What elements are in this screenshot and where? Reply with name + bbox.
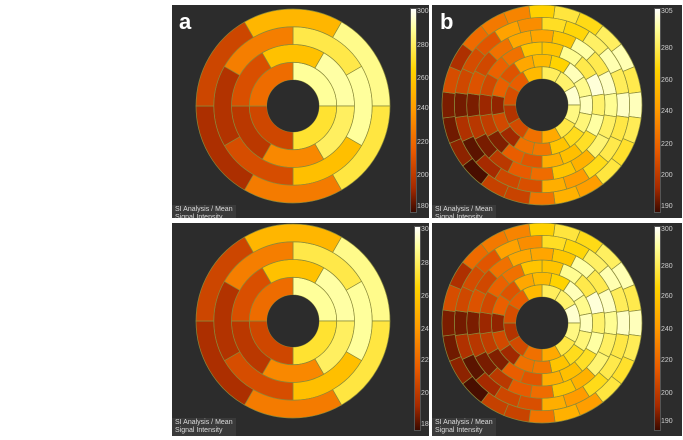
- bullseye-plot: [195, 223, 391, 419]
- bullseye-center: [267, 80, 319, 132]
- bullseye-segment: [603, 310, 618, 336]
- colorbar-tick: 220: [417, 139, 429, 146]
- caption-line-2: Signal Intensity: [435, 214, 483, 218]
- colorbar-tick: 200: [661, 390, 673, 397]
- colorbar: [414, 226, 421, 431]
- bullseye-center: [516, 297, 568, 349]
- colorbar-tick: 280: [421, 260, 429, 267]
- panel-b-bottom: SI Analysis / Mean Signal Intensity 300 …: [432, 223, 682, 436]
- bullseye-segment: [529, 166, 555, 181]
- colorbar-tick: 260: [421, 293, 429, 300]
- colorbar-tick: 300: [417, 8, 429, 15]
- caption-si-analysis: SI Analysis / Mean Signal Intensity: [432, 418, 496, 436]
- colorbar-tick: 220: [421, 357, 429, 364]
- bullseye-segment: [441, 91, 456, 119]
- colorbar-tick: 305: [661, 8, 673, 15]
- bullseye-center: [267, 295, 319, 347]
- bullseye-segment: [466, 310, 481, 336]
- colorbar-tick: 280: [661, 45, 673, 52]
- caption-line-1: SI Analysis / Mean: [435, 206, 493, 213]
- bullseye-segment: [591, 311, 606, 335]
- bullseye-segment: [528, 191, 556, 206]
- colorbar: [410, 8, 417, 213]
- bullseye-plot: [441, 223, 643, 424]
- colorbar-tick: 180: [421, 421, 429, 428]
- bullseye-segment: [466, 92, 481, 118]
- bullseye-segment: [441, 309, 456, 337]
- bullseye-segment: [579, 312, 594, 334]
- bullseye-segment: [531, 53, 553, 68]
- colorbar-tick: 190: [661, 418, 673, 425]
- colorbar-tick: 260: [661, 293, 673, 300]
- colorbar-tick: 240: [661, 326, 673, 333]
- caption-si-analysis: SI Analysis / Mean Signal Intensity: [172, 205, 236, 218]
- bullseye-segment: [616, 310, 631, 336]
- bullseye-segment: [628, 309, 643, 337]
- bullseye-segment: [490, 94, 505, 116]
- colorbar-tick: 180: [417, 203, 429, 210]
- bullseye-segment: [528, 5, 556, 19]
- caption-line-2: Signal Intensity: [175, 427, 223, 434]
- bullseye-segment: [529, 247, 555, 262]
- bullseye-segment: [529, 29, 555, 44]
- bullseye-segment: [490, 312, 505, 334]
- bullseye-segment: [453, 92, 468, 118]
- caption-line-1: SI Analysis / Mean: [435, 419, 493, 426]
- colorbar-tick: 280: [661, 263, 673, 270]
- bullseye-segment: [603, 92, 618, 118]
- bullseye-segment: [579, 94, 594, 116]
- colorbar-tick: 300: [421, 226, 429, 233]
- colorbar-tick: 240: [661, 108, 673, 115]
- colorbar-tick: 200: [417, 172, 429, 179]
- colorbar: [654, 8, 661, 213]
- bullseye-segment: [628, 91, 643, 119]
- panel-label-b: b: [440, 9, 454, 34]
- colorbar-tick: 240: [421, 326, 429, 333]
- bullseye-segment: [244, 223, 342, 253]
- caption-si-analysis: SI Analysis / Mean Signal Intensity: [172, 418, 236, 436]
- panel-label-a: a: [179, 9, 192, 34]
- bullseye-segment: [591, 93, 606, 117]
- caption-si-analysis: SI Analysis / Mean Signal Intensity: [432, 205, 496, 218]
- colorbar-tick: 220: [661, 357, 673, 364]
- colorbar: [654, 226, 661, 431]
- colorbar-tick: 260: [417, 75, 429, 82]
- colorbar-tick: 240: [417, 105, 429, 112]
- colorbar-tick: 260: [661, 77, 673, 84]
- panel-a-top: a SI Analysis / Mean Signal Intensity 30…: [172, 5, 429, 218]
- bullseye-plot: [195, 8, 391, 204]
- bullseye-segment: [616, 92, 631, 118]
- bullseye-segment: [478, 311, 493, 335]
- colorbar-tick: 190: [661, 203, 673, 210]
- colorbar-tick: 220: [661, 141, 673, 148]
- bullseye-center: [516, 79, 568, 131]
- caption-line-1: SI Analysis / Mean: [175, 206, 233, 213]
- colorbar-tick: 280: [417, 42, 429, 49]
- colorbar-tick: 200: [661, 172, 673, 179]
- panel-a-bottom: SI Analysis / Mean Signal Intensity 300 …: [172, 223, 429, 436]
- bullseye-segment: [453, 310, 468, 336]
- bullseye-segment: [531, 142, 553, 157]
- panel-b-top: b SI Analysis / Mean Signal Intensity 30…: [432, 5, 682, 218]
- caption-line-2: Signal Intensity: [435, 427, 483, 434]
- caption-line-1: SI Analysis / Mean: [175, 419, 233, 426]
- bullseye-segment: [244, 8, 342, 38]
- bullseye-segment: [531, 271, 553, 286]
- colorbar-tick: 300: [661, 226, 673, 233]
- bullseye-plot: [441, 5, 643, 206]
- bullseye-segment: [528, 409, 556, 424]
- bullseye-segment: [528, 223, 556, 237]
- bullseye-segment: [531, 360, 553, 375]
- bullseye-segment: [529, 384, 555, 399]
- bullseye-segment: [478, 93, 493, 117]
- caption-line-2: Signal Intensity: [175, 214, 223, 218]
- colorbar-tick: 200: [421, 390, 429, 397]
